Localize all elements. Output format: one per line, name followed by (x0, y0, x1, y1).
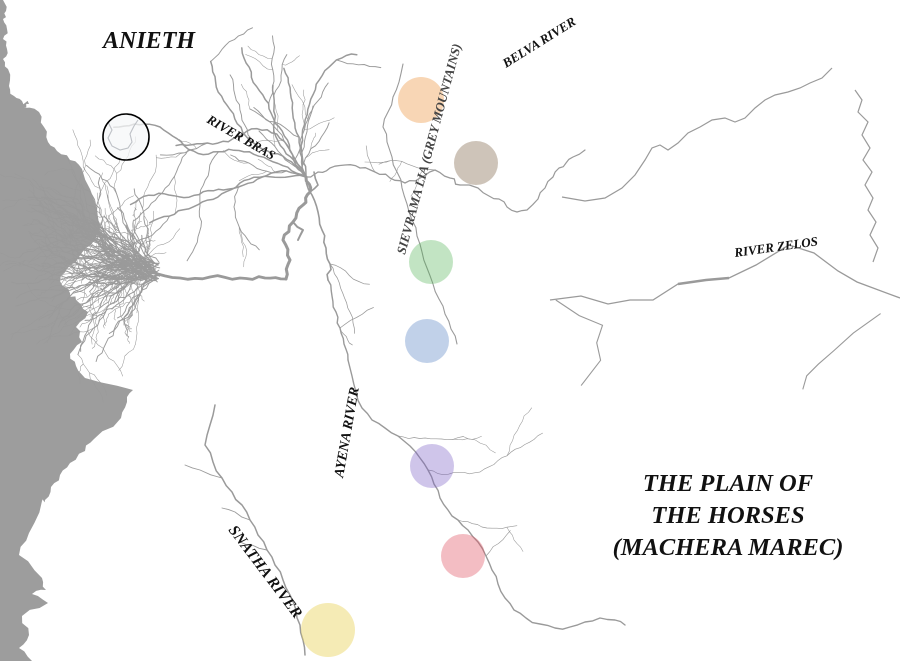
svg-text:ANIETH: ANIETH (101, 28, 196, 54)
svg-text:AYENA RIVER: AYENA RIVER (332, 386, 363, 480)
svg-text:SIEVRAMA LIA (GREY MOUNTAINS): SIEVRAMA LIA (GREY MOUNTAINS) (393, 42, 464, 256)
svg-text:BELVA RIVER: BELVA RIVER (499, 13, 579, 71)
svg-text:THE HORSES: THE HORSES (651, 502, 804, 529)
svg-text:THE PLAIN OF: THE PLAIN OF (643, 470, 813, 497)
svg-text:SNATHA RIVER: SNATHA RIVER (225, 522, 306, 621)
svg-text:RIVER BRAS: RIVER BRAS (204, 111, 278, 163)
svg-text:RIVER ZELOS: RIVER ZELOS (732, 233, 818, 260)
svg-text:(MACHERA MAREC): (MACHERA MAREC) (613, 534, 844, 561)
